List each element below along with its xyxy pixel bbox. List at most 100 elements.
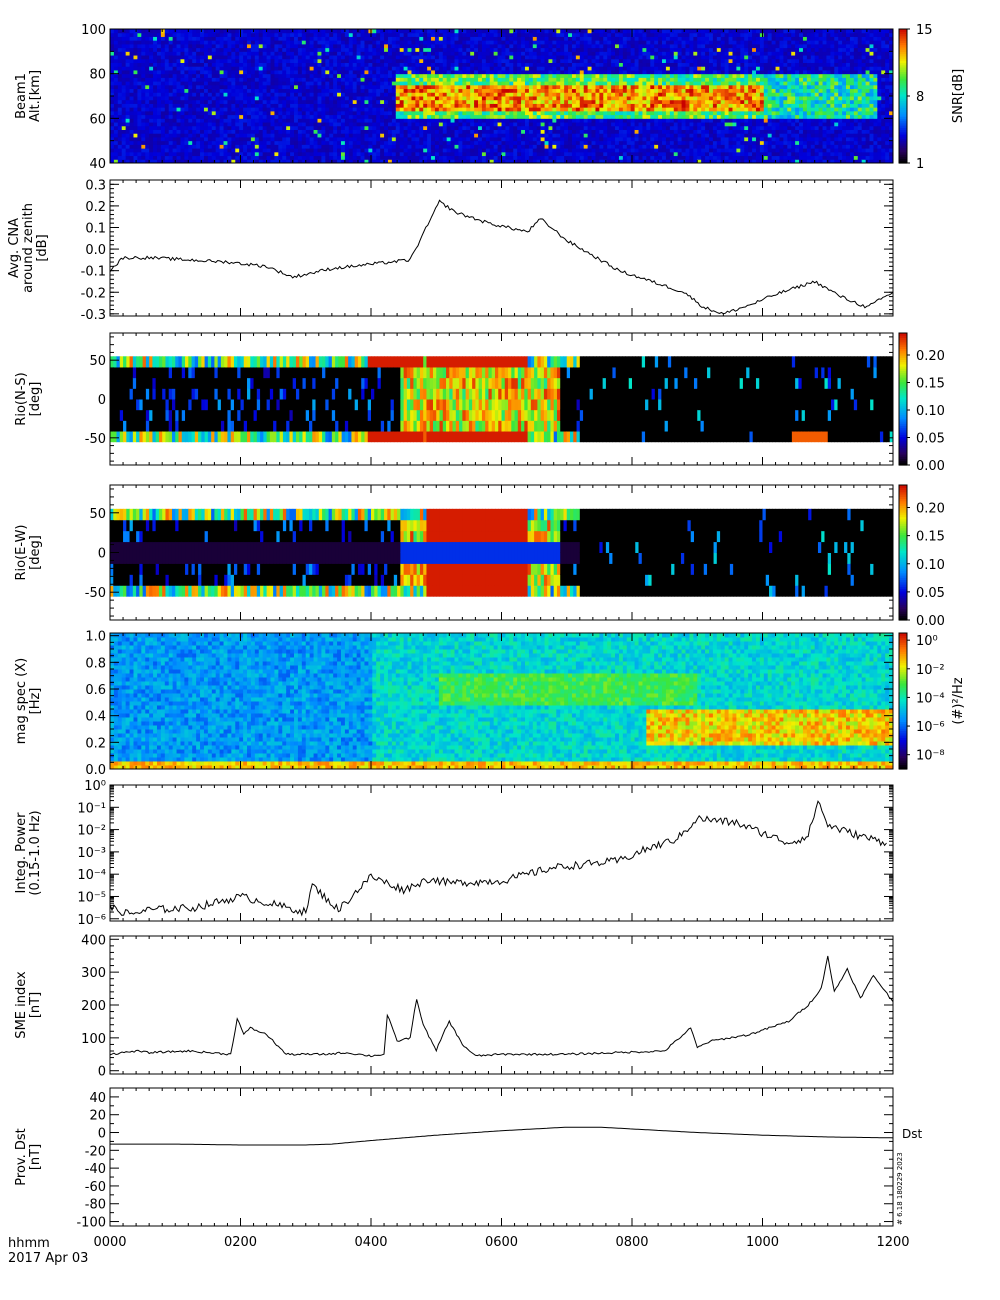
heatmap-cell [180,88,185,93]
heatmap-cell [325,133,330,138]
heatmap-cell [568,55,573,60]
heatmap-cell [403,99,409,104]
heatmap-cell [548,96,553,101]
heatmap-cell [360,77,365,82]
heatmap-cell [403,144,409,149]
heatmap-cell [438,92,444,97]
heatmap-cell [164,77,170,82]
heatmap-cell [470,55,475,60]
heatmap-cell [337,51,342,56]
heatmap-cell [352,92,358,97]
heatmap-cell [423,118,428,123]
heatmap-cell [176,159,181,164]
heatmap-cell [168,92,174,97]
heatmap-cell [650,73,655,78]
heatmap-cell [235,122,240,127]
heatmap-cell [521,151,526,157]
heatmap-cell [501,136,506,142]
heatmap-cell [364,69,369,75]
heatmap-cell [579,81,585,86]
heatmap-cell [650,114,655,119]
heatmap-cell [188,51,193,56]
heatmap-cell [294,114,299,119]
heatmap-cell [442,151,448,157]
heatmap-cell [360,114,365,119]
heatmap-cell [239,51,244,56]
heatmap-cell [352,96,358,101]
heatmap-cell [415,148,420,153]
heatmap-cell [485,47,491,52]
heatmap-cell [309,144,315,149]
heatmap-cell [278,58,283,63]
heatmap-cell [497,92,502,97]
heatmap-cell [442,88,448,93]
heatmap-cell [364,99,369,104]
heatmap-cell [184,47,189,52]
heatmap-cell [196,148,201,153]
heatmap-cell [121,51,127,56]
heatmap-cell [489,81,495,86]
heatmap-cell [258,96,264,101]
heatmap-cell [474,81,479,86]
heatmap-cell [133,51,138,56]
heatmap-cell [274,73,279,78]
heatmap-cell [544,118,549,123]
heatmap-cell [646,118,651,123]
heatmap-cell [509,107,514,112]
heatmap-cell [356,151,362,157]
heatmap-cell [497,122,502,127]
heatmap-cell [129,81,134,86]
heatmap-cell [642,96,647,101]
heatmap-cell [509,36,514,41]
heatmap-cell [438,36,444,41]
heatmap-cell [121,55,127,60]
heatmap-cell [431,118,436,123]
heatmap-cell [650,92,655,97]
heatmap-cell [544,69,549,75]
heatmap-cell [509,92,514,97]
heatmap-cell [203,73,209,78]
heatmap-cell [200,43,205,49]
heatmap-cell [274,58,279,63]
heatmap-cell [133,36,138,41]
heatmap-cell [149,148,154,153]
heatmap-cell [145,114,150,119]
heatmap-cell [638,140,643,145]
heatmap-cell [446,125,452,130]
heatmap-cell [297,81,303,86]
heatmap-cell [309,77,315,82]
heatmap-cell [548,55,553,60]
heatmap-cell [297,51,303,56]
heatmap-cell [528,32,534,37]
heatmap-cell [423,43,428,49]
heatmap-cell [595,148,600,153]
heatmap-cell [470,69,475,75]
heatmap-cell [642,62,647,67]
heatmap-cell [305,99,311,104]
heatmap-cell [387,136,393,142]
heatmap-cell [321,66,326,71]
heatmap-cell [372,155,377,160]
heatmap-cell [145,133,150,138]
heatmap-cell [172,73,178,78]
heatmap-cell [160,51,166,56]
heatmap-cell [239,103,244,108]
heatmap-cell [431,69,436,75]
heatmap-cell [423,103,428,108]
heatmap-cell [556,58,561,63]
heatmap-cell [270,136,275,142]
heatmap-cell [568,62,573,67]
heatmap-cell [622,103,628,108]
heatmap-cell [564,36,569,41]
heatmap-cell [270,140,275,145]
heatmap-cell [192,151,197,157]
heatmap-cell [431,144,436,149]
heatmap-cell [587,73,593,78]
heatmap-cell [575,107,581,112]
heatmap-cell [493,107,499,112]
heatmap-cell [466,140,471,145]
heatmap-cell [254,88,260,93]
heatmap-cell [622,122,628,127]
heatmap-cell [415,77,420,82]
heatmap-cell [384,81,389,86]
